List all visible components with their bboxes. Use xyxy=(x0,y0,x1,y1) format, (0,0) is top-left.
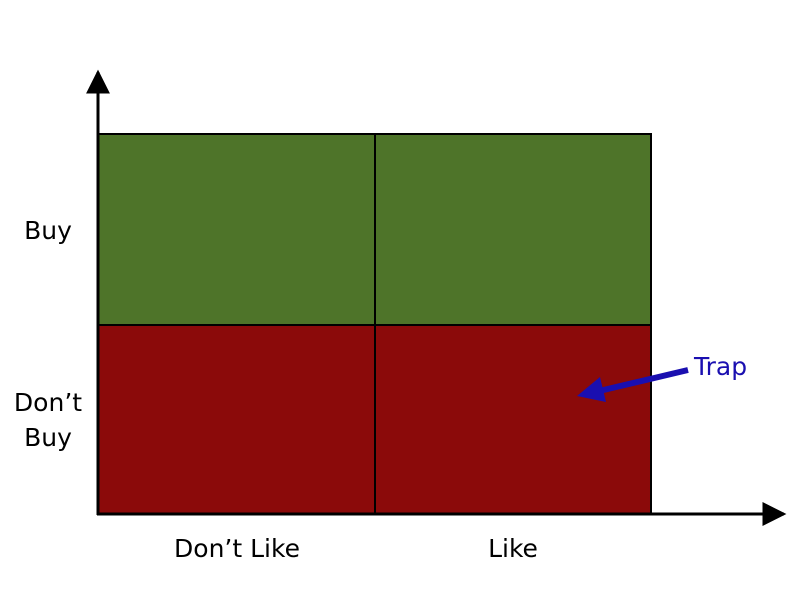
cell-buy-like xyxy=(374,133,652,326)
column-label: Like xyxy=(488,534,538,563)
cell-dont-buy-dont-like xyxy=(97,324,376,515)
cell-dont-buy-like xyxy=(374,324,652,515)
annotation-arrow-shaft xyxy=(594,367,689,395)
row-label: Buy xyxy=(24,423,72,452)
row-label: Buy xyxy=(24,216,72,245)
annotation-arrow-head xyxy=(577,377,606,402)
cell-buy-dont-like xyxy=(97,133,376,326)
row-label: Don’t xyxy=(14,388,82,417)
annotation: Trap xyxy=(693,352,747,381)
column-label: Don’t Like xyxy=(174,534,300,563)
